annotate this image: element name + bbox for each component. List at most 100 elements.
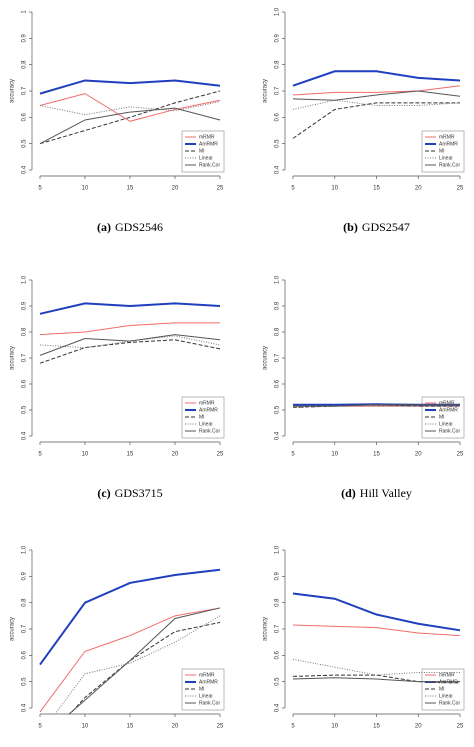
legend-label: AmRMR	[199, 679, 218, 685]
series-line	[292, 102, 460, 139]
y-tick-label: 0.5	[22, 677, 28, 686]
x-tick-label: 5	[291, 186, 295, 192]
legend-label: AmRMR	[199, 141, 218, 147]
x-tick-label: 5	[38, 186, 42, 192]
y-tick-label: 1.0	[275, 7, 281, 16]
series-line	[69, 621, 221, 714]
series-line	[292, 99, 461, 110]
legend-label: Linear	[439, 155, 453, 161]
series-line	[39, 101, 221, 116]
y-tick-label: 0.8	[22, 598, 28, 607]
caption: (c) GDS3715	[97, 486, 162, 500]
y-axis-label: accuracy	[10, 346, 16, 370]
y-tick-label: 0.9	[22, 572, 28, 581]
x-tick-label: 15	[127, 724, 134, 730]
x-tick-label: 5	[38, 724, 42, 730]
y-tick-label: 0.6	[275, 113, 281, 122]
x-tick-label: 20	[415, 452, 422, 458]
legend-label: Linear	[199, 155, 213, 161]
y-tick-label: 0.6	[275, 379, 281, 388]
y-tick-label: 0.8	[22, 327, 28, 336]
series-line	[54, 615, 221, 714]
series-line	[39, 107, 221, 145]
series-line	[68, 607, 221, 714]
x-tick-label: 5	[291, 724, 295, 730]
series-line	[293, 404, 460, 407]
y-tick-label: 0.7	[275, 353, 281, 362]
series-line	[39, 79, 221, 95]
y-tick-label: 1.0	[22, 275, 28, 284]
legend-label: AmRMR	[439, 141, 458, 147]
caption: (a) GDS2546	[97, 220, 163, 234]
x-tick-label: 20	[172, 724, 179, 730]
series-line	[292, 85, 461, 96]
legend-label: MI	[199, 686, 205, 692]
legend-label: Rank.Cor	[439, 428, 460, 434]
x-tick-label: 25	[457, 452, 464, 458]
x-tick-label: 20	[172, 452, 179, 458]
y-tick-label: 1.0	[22, 545, 28, 554]
y-axis-label: accuracy	[263, 617, 269, 641]
x-tick-label: 25	[217, 452, 224, 458]
legend-label: mRMR	[439, 400, 455, 406]
panel: 0.4 0.5 0.6 0.7 0.8 0.9 1.0 5 10 15 20 25 accuracy mR…	[263, 7, 465, 234]
x-tick-label: 25	[217, 186, 224, 192]
panel: 0.4 0.5 0.6 0.7 0.8 0.9 1.0 5 10 15 20 25 accuracy mR…	[263, 545, 465, 730]
series-line	[292, 658, 460, 676]
legend-label: mRMR	[199, 672, 215, 678]
legend-label: MI	[439, 148, 445, 154]
caption-label: (b)	[343, 220, 358, 234]
x-tick-label: 10	[331, 452, 338, 458]
caption: (b) GDS2547	[343, 220, 410, 234]
y-tick-label: 0.5	[22, 405, 28, 414]
legend-label: MI	[439, 686, 445, 692]
y-tick-label: 1	[22, 10, 28, 14]
series-line	[292, 90, 461, 101]
y-tick-label: 0.4	[275, 165, 281, 174]
y-tick-label: 0.7	[275, 624, 281, 633]
legend-label: mRMR	[199, 134, 215, 140]
series-line	[39, 335, 221, 349]
legend-label: mRMR	[439, 672, 455, 678]
series-line	[39, 339, 221, 364]
y-tick-label: 0.5	[22, 139, 28, 148]
x-tick-label: 5	[38, 452, 42, 458]
legend-label: Rank.Cor	[439, 162, 460, 168]
legend-label: Rank.Cor	[199, 162, 220, 168]
lines	[292, 592, 461, 684]
x-tick-label: 20	[415, 186, 422, 192]
y-tick-label: 0.5	[275, 139, 281, 148]
x-tick-label: 15	[127, 452, 134, 458]
series-line	[292, 592, 461, 632]
legend-label: mRMR	[439, 134, 455, 140]
y-tick-label: 0.4	[275, 703, 281, 712]
series-line	[39, 93, 221, 122]
x-tick-label: 20	[172, 186, 179, 192]
caption-label: (c)	[97, 486, 110, 500]
y-tick-label: 0.7	[275, 86, 281, 95]
x-tick-label: 15	[373, 186, 380, 192]
y-tick-label: 0.9	[275, 34, 281, 43]
y-tick-label: 0.8	[275, 327, 281, 336]
x-tick-label: 10	[82, 724, 89, 730]
y-tick-label: 1.0	[275, 545, 281, 554]
y-tick-label: 0.7	[22, 86, 28, 95]
y-tick-label: 0.6	[22, 113, 28, 122]
x-tick-label: 10	[82, 186, 89, 192]
y-tick-label: 0.8	[275, 598, 281, 607]
y-tick-label: 0.4	[22, 431, 28, 440]
legend-label: mRMR	[199, 400, 215, 406]
y-tick-label: 0.9	[22, 301, 28, 310]
x-tick-label: 15	[373, 724, 380, 730]
x-tick-label: 5	[291, 452, 295, 458]
y-tick-label: 0.9	[22, 34, 28, 43]
legend-label: Rank.Cor	[199, 428, 220, 434]
y-tick-label: 0.7	[22, 353, 28, 362]
legend-label: Linear	[439, 421, 453, 427]
legend-label: Linear	[199, 693, 213, 699]
y-tick-label: 0.9	[275, 572, 281, 581]
legend-label: MI	[439, 414, 445, 420]
caption: (d) Hill Valley	[341, 486, 412, 500]
lines	[292, 70, 461, 139]
x-tick-label: 10	[331, 724, 338, 730]
